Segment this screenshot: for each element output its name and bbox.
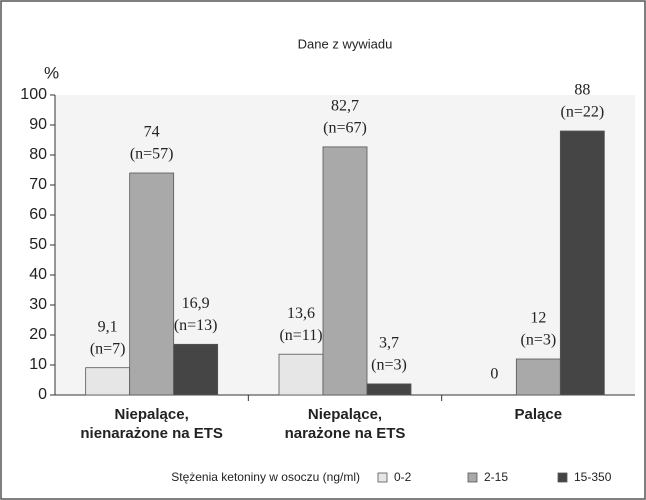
bar bbox=[366, 383, 412, 396]
n-label: (n=3) bbox=[371, 357, 407, 374]
y-tick-label: 30 bbox=[29, 296, 47, 313]
value-label: 0 bbox=[490, 366, 498, 383]
y-tick-label: 90 bbox=[29, 116, 47, 133]
value-label: 88 bbox=[574, 82, 590, 99]
bar bbox=[515, 358, 561, 396]
legend-title: Stężenia ketoniny w osoczu (ng/ml) bbox=[171, 470, 360, 484]
y-tick-label: 60 bbox=[29, 206, 47, 223]
bar bbox=[173, 343, 219, 396]
y-axis-label: % bbox=[44, 63, 59, 82]
value-label: 16,9 bbox=[182, 295, 210, 312]
bar bbox=[278, 353, 324, 396]
n-label: (n=11) bbox=[279, 327, 322, 344]
x-tick-label: narażone na ETS bbox=[285, 425, 406, 442]
y-tick-label: 0 bbox=[38, 386, 47, 403]
x-tick-label: nienarażone na ETS bbox=[80, 425, 223, 442]
y-tick-label: 20 bbox=[29, 326, 47, 343]
n-label: (n=7) bbox=[90, 340, 126, 357]
y-tick-label: 100 bbox=[20, 86, 47, 103]
value-label: 12 bbox=[530, 310, 546, 327]
y-tick-label: 40 bbox=[29, 266, 47, 283]
bar bbox=[559, 130, 605, 396]
y-tick-label: 50 bbox=[29, 236, 47, 253]
n-label: (n=22) bbox=[560, 104, 604, 121]
bar bbox=[322, 146, 368, 396]
n-label: (n=67) bbox=[323, 120, 367, 137]
x-tick-label: Palące bbox=[515, 406, 563, 423]
legend-swatch bbox=[557, 472, 568, 483]
n-label: (n=57) bbox=[130, 146, 174, 163]
value-label: 13,6 bbox=[287, 305, 315, 322]
bar bbox=[129, 172, 175, 396]
legend-label: 15-350 bbox=[574, 470, 612, 484]
x-tick-label: Niepalące, bbox=[115, 406, 189, 423]
n-label: (n=13) bbox=[174, 317, 218, 334]
y-tick-label: 80 bbox=[29, 146, 47, 163]
legend-label: 2-15 bbox=[484, 470, 508, 484]
value-label: 3,7 bbox=[379, 335, 399, 352]
chart-title: Dane z wywiadu bbox=[298, 36, 393, 51]
value-label: 74 bbox=[144, 124, 160, 141]
n-label: (n=3) bbox=[520, 332, 556, 349]
legend-swatch bbox=[467, 472, 478, 483]
legend-swatch bbox=[377, 472, 388, 483]
value-label: 82,7 bbox=[331, 98, 359, 115]
y-tick-label: 70 bbox=[29, 176, 47, 193]
y-tick-label: 10 bbox=[29, 356, 47, 373]
bar bbox=[85, 367, 131, 396]
value-label: 9,1 bbox=[98, 318, 118, 335]
x-tick-label: Niepalące, bbox=[308, 406, 382, 423]
legend-label: 0-2 bbox=[394, 470, 412, 484]
